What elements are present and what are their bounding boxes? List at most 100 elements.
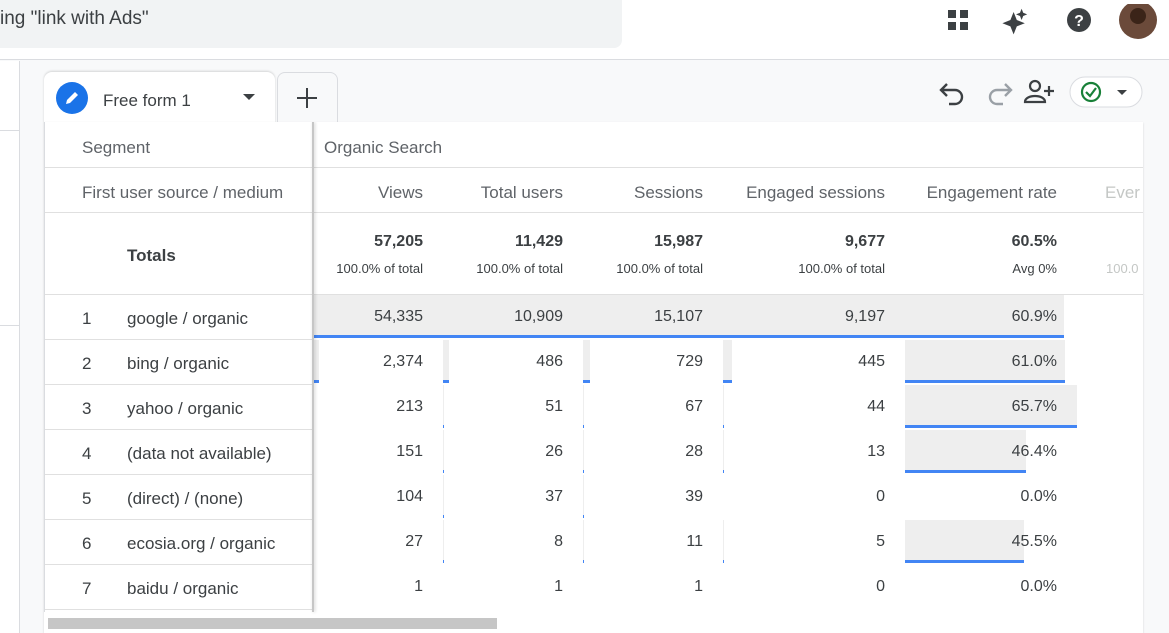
row-name: (direct) / (none) <box>127 489 244 508</box>
cell-bar-line <box>443 380 450 383</box>
pill-arrow <box>1117 90 1127 95</box>
dimension-header: First user source / medium <box>82 183 284 202</box>
cell-bar-line <box>583 425 584 428</box>
cell-bar-line <box>583 380 590 383</box>
row-rank: 5 <box>82 489 92 508</box>
dropdown-arrow[interactable] <box>242 92 256 102</box>
undo-icon[interactable] <box>939 83 964 106</box>
cell-value: 60.9% <box>1011 308 1057 325</box>
scrollbar[interactable] <box>48 618 497 629</box>
row-line <box>44 564 313 565</box>
row-name: baidu / organic <box>127 579 239 598</box>
add-tab[interactable] <box>277 72 338 122</box>
search-box[interactable]: ing "link with Ads" <box>0 0 622 48</box>
row-line <box>44 609 313 610</box>
cell-value: 10,909 <box>514 308 563 325</box>
cell-value: 0.0% <box>1020 578 1057 595</box>
row-rank: 2 <box>82 354 92 373</box>
help-icon[interactable] <box>1067 8 1091 32</box>
cell-value: 61.0% <box>1011 353 1057 370</box>
toolbar <box>939 76 1143 108</box>
cell-value: 104 <box>396 488 423 505</box>
cell-bar <box>905 385 1077 427</box>
row-rank: 1 <box>82 309 92 328</box>
row-rank: 3 <box>82 399 92 418</box>
status-pill[interactable] <box>1069 76 1143 108</box>
row-line <box>44 474 313 475</box>
cell-value: 15,107 <box>654 308 703 325</box>
cell-bar <box>443 295 583 337</box>
row-line <box>44 294 1143 295</box>
cell-value: 46.4% <box>1011 443 1057 460</box>
cell-bar <box>723 295 905 337</box>
totals-label: Totals <box>127 246 176 265</box>
row-rank: 4 <box>82 444 92 463</box>
totals-note: 100.0% of total <box>616 261 703 276</box>
cell-bar-line <box>905 335 1065 338</box>
cell-bar-line <box>723 335 905 338</box>
cell-value: 0.0% <box>1020 488 1057 505</box>
row-line <box>44 167 1143 168</box>
cell-value: 1 <box>554 578 563 595</box>
cell-bar-line <box>583 335 723 338</box>
divider <box>0 130 20 131</box>
column-header: Engaged sessions <box>746 183 885 202</box>
row-line <box>44 339 313 340</box>
row-name: bing / organic <box>127 354 230 373</box>
cell-bar <box>583 340 590 382</box>
cell-bar <box>905 340 1065 382</box>
column-header: Engagement rate <box>926 183 1057 202</box>
cell-bar <box>313 340 319 382</box>
tab-label: Free form 1 <box>103 91 191 110</box>
cell-value: 26 <box>545 443 563 460</box>
cell-value: 1 <box>414 578 423 595</box>
cell-value: 2,374 <box>382 353 423 370</box>
cell-bar <box>905 430 1027 472</box>
cell-value: 213 <box>396 398 423 415</box>
cell-value: 729 <box>676 353 703 370</box>
left-border <box>44 122 45 612</box>
cell-value: 39 <box>685 488 703 505</box>
apps-icon[interactable] <box>948 10 968 30</box>
cell-bar-line <box>905 380 1065 383</box>
pencil-icon <box>56 82 88 114</box>
frozen-divider <box>312 122 314 612</box>
tab-active[interactable]: Free form 1 <box>44 72 275 124</box>
totals-note: 100.0% of total <box>476 261 563 276</box>
share-icon[interactable] <box>1023 79 1054 104</box>
spark-icon[interactable] <box>1002 8 1028 35</box>
redo-icon[interactable] <box>988 83 1013 106</box>
cell-value: 8 <box>554 533 563 550</box>
cell-value: 445 <box>858 353 885 370</box>
cell-bar-line <box>443 425 444 428</box>
cell-bar <box>583 385 584 427</box>
totals-note: 100.0% of total <box>336 261 423 276</box>
row-line <box>44 212 1143 213</box>
row-line <box>44 429 313 430</box>
totals-value: 15,987 <box>654 233 703 250</box>
cell-bar <box>723 385 724 427</box>
table-panel: Segment Organic Search First user source /… <box>44 122 1143 633</box>
cell-value: 67 <box>685 398 703 415</box>
check-icon <box>1080 81 1102 103</box>
cell-value: 11 <box>686 533 703 550</box>
totals-value: 11,429 <box>514 233 563 250</box>
check-mark <box>1085 87 1097 98</box>
cell-bar-line <box>905 560 1025 563</box>
totals-note: Avg 0% <box>1012 261 1057 276</box>
totals-value: 60.5% <box>1011 233 1057 250</box>
cell-value: 5 <box>876 533 885 550</box>
sidebar <box>0 61 20 633</box>
cell-bar <box>905 520 1025 562</box>
segment-name: Organic Search <box>324 138 443 157</box>
segment-label: Segment <box>82 138 151 157</box>
cell-bar-line <box>443 335 583 338</box>
cell-value: 51 <box>545 398 563 415</box>
cell-bar <box>723 340 732 382</box>
cell-bar <box>443 340 450 382</box>
column-header: Views <box>377 183 423 202</box>
top-bar: ing "link with Ads" ? <box>0 0 1169 60</box>
cell-value: 13 <box>867 443 885 460</box>
cell-value: 45.5% <box>1011 533 1057 550</box>
column-header: Sessions <box>634 183 703 202</box>
